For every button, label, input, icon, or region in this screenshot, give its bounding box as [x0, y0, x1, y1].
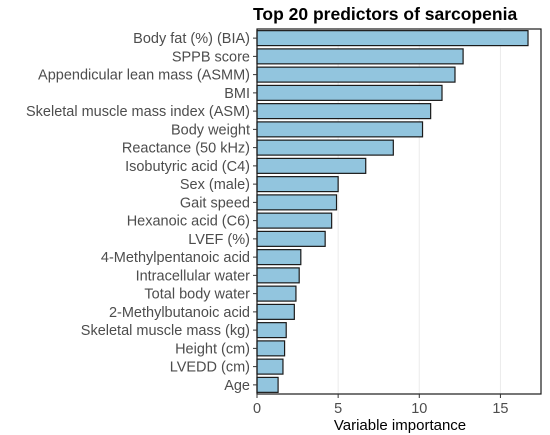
bar: [256, 358, 284, 375]
category-label: Appendicular lean mass (ASMM): [38, 68, 250, 84]
bar: [256, 84, 443, 101]
category-label: SPPB score: [172, 49, 250, 65]
category-label: Body fat (%) (BIA): [133, 31, 250, 47]
x-tick-label: 15: [492, 401, 508, 417]
category-label: 2-Methylbutanoic acid: [109, 305, 250, 321]
category-label: Total body water: [144, 287, 250, 303]
category-label: Hexanoic acid (C6): [127, 214, 250, 230]
category-label: BMI: [224, 86, 250, 102]
category-label: Intracellular water: [136, 268, 251, 284]
bar: [256, 194, 338, 211]
grid-lines: [256, 29, 501, 394]
bar: [256, 30, 529, 47]
category-labels: Body fat (%) (BIA) SPPB score Appendicular…: [26, 31, 257, 394]
category-label: Height (cm): [175, 341, 250, 357]
x-tick-label: 10: [411, 401, 427, 417]
category-label: Skeletal muscle mass index (ASM): [26, 104, 250, 120]
bar: [256, 230, 326, 247]
category-label: Body weight: [171, 122, 250, 138]
category-label: LVEF (%): [188, 232, 250, 248]
bar: [256, 48, 464, 65]
bar: [256, 157, 367, 174]
x-tick-label: 0: [253, 401, 261, 417]
bar: [256, 285, 297, 302]
category-label: Sex (male): [180, 177, 250, 193]
chart-title: Top 20 predictors of sarcopenia: [253, 4, 517, 24]
plot-panel-border: [256, 28, 542, 395]
bar: [256, 340, 286, 357]
bar: [256, 267, 300, 284]
category-label: Isobutyric acid (C4): [125, 159, 250, 175]
bar: [256, 103, 432, 120]
x-axis: 0 5 10 15: [253, 394, 508, 417]
category-label: 4-Methylpentanoic acid: [101, 250, 250, 266]
bar: [256, 322, 287, 339]
bar: [256, 303, 295, 320]
category-label: Skeletal muscle mass (kg): [81, 323, 250, 339]
category-label: Age: [224, 378, 250, 394]
bar: [256, 176, 339, 193]
bar: [256, 376, 279, 393]
x-axis-title: Variable importance: [334, 417, 466, 434]
bar: [256, 212, 333, 229]
category-label: LVEDD (cm): [170, 360, 250, 376]
category-label: Reactance (50 kHz): [122, 141, 250, 157]
bar: [256, 249, 302, 266]
bars: [256, 30, 529, 393]
category-label: Gait speed: [180, 195, 250, 211]
bar: [256, 121, 424, 138]
x-tick-label: 5: [334, 401, 342, 417]
bar: [256, 66, 456, 83]
bar: [256, 139, 394, 156]
